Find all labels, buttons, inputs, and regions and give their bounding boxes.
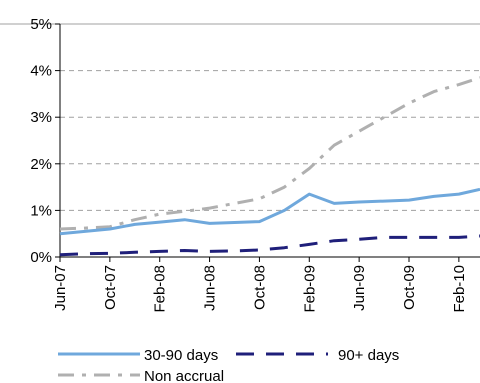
x-tick-label: Jun-08 — [202, 265, 219, 311]
legend-item-90-plus-days: 90+ days — [236, 347, 399, 364]
x-tick-label: Jun-07 — [52, 265, 69, 311]
y-axis: 0% 1% 2% 3% 4% 5% — [30, 16, 61, 266]
series-line-non-accrual — [59, 76, 480, 231]
x-tick-label: Feb-10 — [451, 265, 468, 313]
legend-label: 90+ days — [338, 347, 399, 364]
series-lines — [59, 76, 480, 257]
series-line-90-days — [59, 234, 480, 257]
x-tick-label: Feb-08 — [152, 265, 169, 313]
y-tick-label: 5% — [30, 16, 52, 33]
x-tick-label: Oct-07 — [102, 265, 119, 310]
series-line-30-90-days — [59, 187, 480, 236]
y-tick-label: 4% — [30, 63, 52, 80]
y-tick-label: 3% — [30, 109, 52, 126]
x-tick-label: Jun-09 — [351, 265, 368, 311]
y-tick-label: 2% — [30, 156, 52, 173]
x-tick-label: Feb-09 — [301, 265, 318, 313]
legend-label: 30-90 days — [144, 347, 218, 364]
legend: 30-90 days 90+ days Non accrual — [58, 347, 399, 383]
legend-item-non-accrual: Non accrual — [58, 368, 224, 383]
x-tick-label: Oct-09 — [401, 265, 418, 310]
gridlines — [0, 23, 480, 211]
legend-label: Non accrual — [144, 368, 224, 383]
legend-item-30-90-days: 30-90 days — [58, 347, 218, 364]
x-tick-label: Oct-08 — [251, 265, 268, 310]
y-tick-label: 1% — [30, 202, 52, 219]
x-axis: Jun-07 Oct-07 Feb-08 Jun-08 Oct-08 Feb-09 Jun-… — [52, 256, 480, 313]
y-tick-label: 0% — [30, 249, 52, 266]
